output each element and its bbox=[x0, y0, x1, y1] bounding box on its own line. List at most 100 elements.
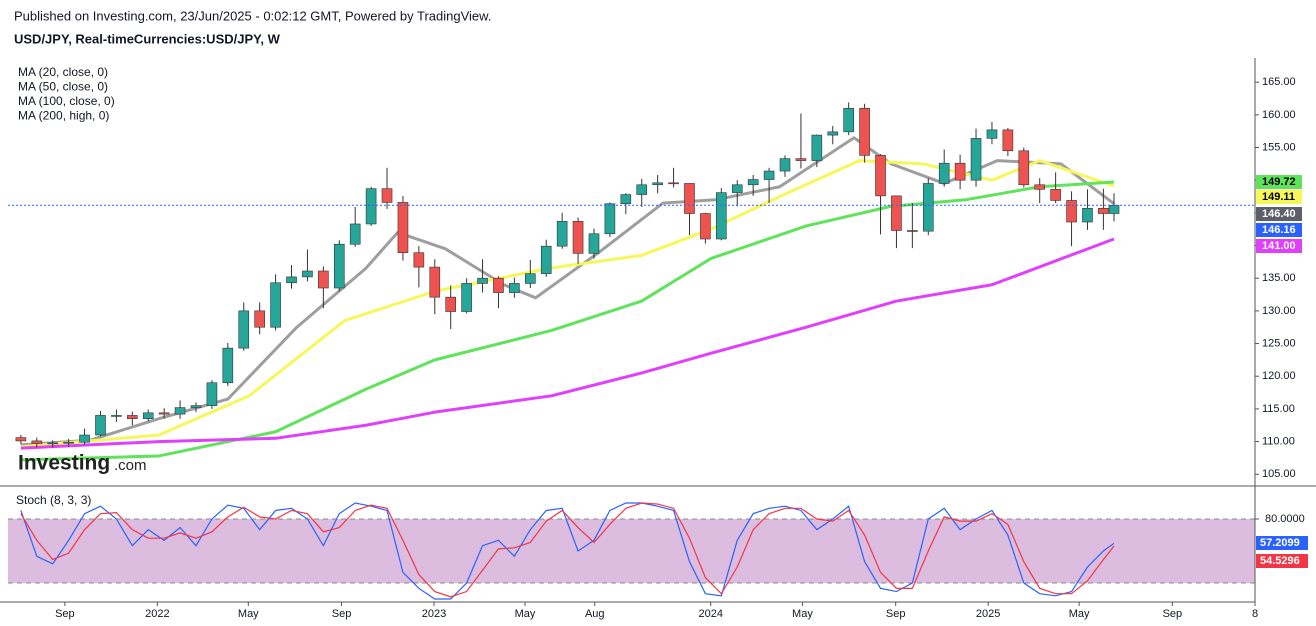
candle-body bbox=[954, 162, 966, 181]
x-tick-label: May bbox=[1069, 608, 1090, 620]
x-tick-label: Sep bbox=[55, 608, 75, 620]
stoch-tag bbox=[1256, 536, 1308, 550]
candle-body bbox=[875, 155, 886, 197]
y-tick-label: 155.00 bbox=[1262, 141, 1296, 153]
candle-body bbox=[238, 310, 250, 349]
candle-body bbox=[206, 382, 218, 406]
price-tag-label: 141.00 bbox=[1262, 240, 1296, 252]
y-tick-label: 120.00 bbox=[1262, 370, 1296, 382]
price-tag-label: 149.72 bbox=[1262, 176, 1296, 188]
stoch-band bbox=[8, 519, 1255, 584]
stoch-line bbox=[20, 502, 1115, 598]
candle-body bbox=[63, 441, 74, 444]
y-tick-label: 115.00 bbox=[1262, 403, 1295, 415]
candle-body bbox=[1002, 129, 1014, 152]
moving-average-line bbox=[20, 136, 1115, 447]
candle-body bbox=[556, 221, 568, 247]
candle-body bbox=[142, 412, 154, 419]
candle-body bbox=[1050, 189, 1061, 201]
candle-body bbox=[1034, 184, 1046, 190]
candle-body bbox=[349, 223, 361, 245]
stoch-legend: Stoch (8, 3, 3) bbox=[16, 493, 91, 507]
y-tick-label: 110.00 bbox=[1262, 435, 1295, 447]
candle-body bbox=[254, 310, 265, 328]
legend-entry: MA (50, close, 0) bbox=[18, 80, 108, 94]
x-tick-label: 2025 bbox=[976, 608, 1000, 620]
candle-body bbox=[636, 184, 648, 195]
stoch-tag-label: 57.2099 bbox=[1260, 537, 1300, 549]
legend-entry: MA (200, high, 0) bbox=[18, 109, 109, 123]
candle-body bbox=[604, 203, 616, 235]
candle-body bbox=[286, 276, 297, 284]
moving-average-line bbox=[20, 159, 1115, 449]
y-tick-label: 105.00 bbox=[1262, 468, 1296, 480]
symbol-title: USD/JPY, Real-timeCurrencies:USD/JPY, W bbox=[14, 31, 281, 46]
candle-body bbox=[47, 442, 59, 445]
x-tick-label: May bbox=[515, 608, 536, 620]
candle-body bbox=[429, 266, 441, 298]
price-tag-label: 146.16 bbox=[1262, 224, 1296, 236]
candle-body bbox=[413, 252, 425, 268]
stoch-tag-label: 54.5296 bbox=[1260, 555, 1300, 567]
candle-body bbox=[397, 202, 409, 254]
stoch-tag bbox=[1256, 554, 1308, 568]
x-tick-label: 2023 bbox=[422, 608, 446, 620]
candle-body bbox=[461, 283, 472, 312]
candle-body bbox=[922, 183, 934, 232]
y-tick-label: 160.00 bbox=[1262, 109, 1296, 121]
candle-body bbox=[684, 183, 695, 214]
candle-body bbox=[127, 415, 138, 419]
candle-body bbox=[859, 108, 870, 156]
stoch-y-tick-label: 80.0000 bbox=[1265, 513, 1305, 525]
stoch-line bbox=[20, 502, 1115, 600]
y-tick-label: 165.00 bbox=[1262, 76, 1296, 88]
candle-body bbox=[795, 158, 807, 161]
moving-average-line bbox=[20, 180, 1115, 462]
candle-body bbox=[190, 405, 202, 408]
y-tick-label: 125.00 bbox=[1262, 337, 1296, 349]
candle-body bbox=[731, 184, 743, 193]
candle-body bbox=[222, 347, 234, 384]
candle-body bbox=[938, 162, 950, 184]
candle-body bbox=[763, 170, 775, 180]
candle-body bbox=[700, 213, 711, 240]
published-note: Published on Investing.com, 23/Jun/2025 … bbox=[14, 8, 491, 23]
candle-body bbox=[31, 440, 43, 444]
candle-body bbox=[668, 182, 679, 185]
candle-body bbox=[891, 195, 902, 231]
watermark-suffix: .com bbox=[114, 457, 147, 474]
candle-body bbox=[365, 188, 377, 225]
price-tag bbox=[1256, 190, 1302, 204]
candle-body bbox=[333, 243, 345, 289]
candle-body bbox=[843, 108, 854, 133]
plot-layer: 105.00 110.00 115.00 120.00 125.00 130.00 135.… bbox=[0, 58, 1316, 620]
candle-body bbox=[477, 277, 488, 284]
candle-body bbox=[318, 270, 329, 289]
y-tick-label: 135.00 bbox=[1262, 272, 1296, 284]
legend-entry: MA (20, close, 0) bbox=[18, 65, 108, 79]
candle-body bbox=[15, 437, 27, 442]
candle-body bbox=[1082, 207, 1093, 223]
candle-body bbox=[970, 138, 982, 181]
candle-body bbox=[158, 412, 170, 415]
candle-body bbox=[652, 182, 663, 186]
candle-body bbox=[540, 245, 552, 274]
price-tag bbox=[1256, 207, 1302, 221]
watermark-brand: Investing bbox=[18, 452, 110, 475]
candle-body bbox=[111, 415, 122, 417]
moving-average-line bbox=[20, 237, 1115, 450]
candle-body bbox=[493, 277, 504, 293]
candle-body bbox=[747, 179, 759, 186]
candle-body bbox=[811, 134, 823, 161]
candle-body bbox=[572, 221, 584, 254]
x-tick-label: May bbox=[238, 608, 259, 620]
y-tick-label: 130.00 bbox=[1262, 305, 1296, 317]
legend-entry: MA (100, close, 0) bbox=[18, 94, 115, 108]
candle-body bbox=[1018, 150, 1030, 186]
x-tick-label: 2024 bbox=[698, 608, 722, 620]
candle-body bbox=[1108, 204, 1120, 214]
candle-body bbox=[907, 230, 918, 232]
candle-body bbox=[174, 407, 186, 415]
price-tag bbox=[1256, 175, 1302, 189]
